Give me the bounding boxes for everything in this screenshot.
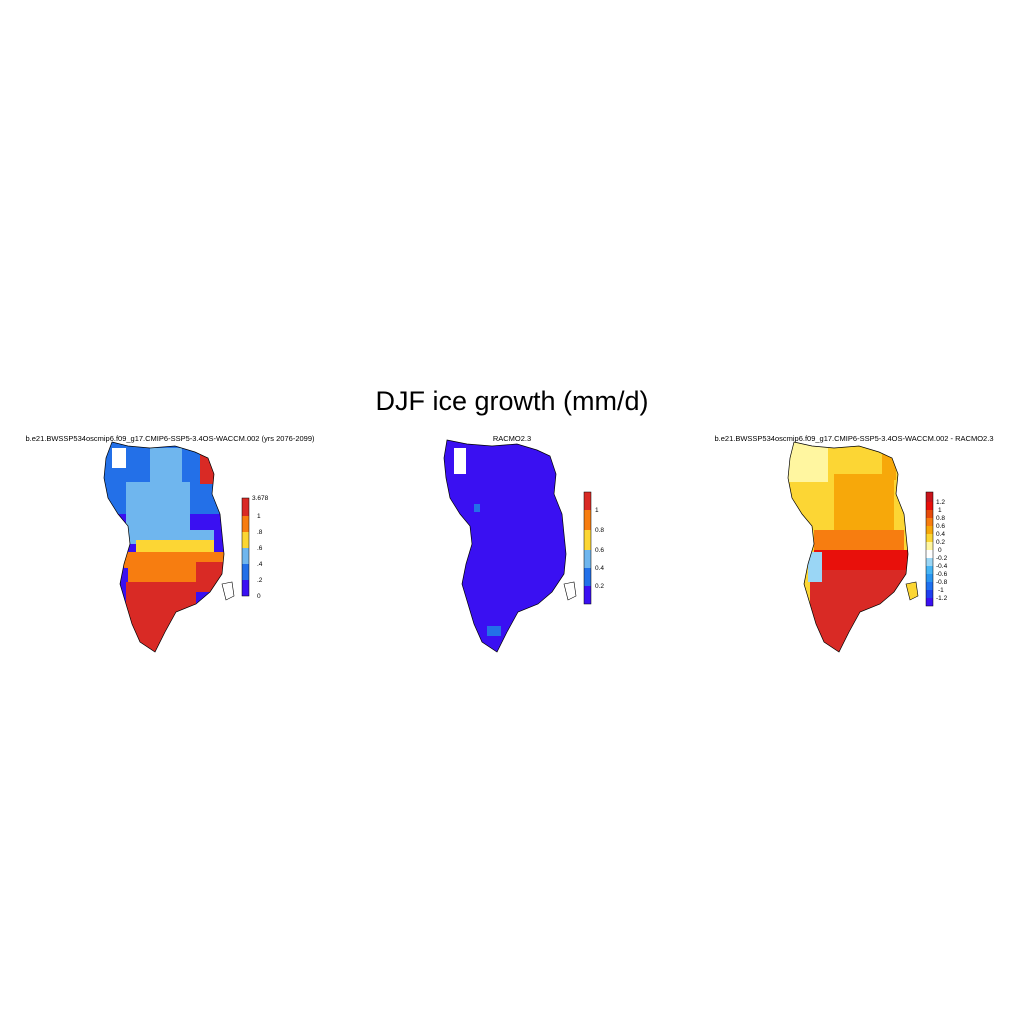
colorbar-label: 1 [257,513,261,520]
colorbar-swatch [584,530,591,550]
colorbar-swatch [242,516,249,532]
colorbar-swatch [926,590,933,598]
colorbar-swatch [926,534,933,542]
colorbar-label: -0.6 [936,571,948,578]
colorbar-label: 0.8 [595,527,604,534]
colorbar-swatch [242,532,249,548]
colorbar-swatch [926,574,933,582]
colorbar-swatch [926,542,933,550]
colorbar-swatch [584,568,591,586]
colorbar-label: 1.2 [936,499,945,506]
colorbar-swatch [242,548,249,564]
colorbar-swatch [926,558,933,566]
colorbar-label: 0.4 [595,565,604,572]
colorbar-label: -0.4 [936,563,948,570]
colorbar-swatch [584,510,591,530]
colorbar-swatch [584,550,591,568]
colorbar-swatch [242,564,249,580]
colorbar-label: -1 [938,587,944,594]
colorbar-swatch [242,580,249,596]
colorbar-swatch [926,582,933,590]
colorbar-label: 0.2 [595,583,604,590]
colorbar-label: 0 [938,547,942,554]
colorbar-swatch [926,518,933,526]
map-model: 0 .2 .4 .6 .8 1 3.678 [103,441,269,653]
panel-title: RACMO2.3 [492,434,532,443]
colorbar-swatch [926,502,933,510]
map-difference: -1.2 -1 -0.8 -0.6 -0.4 -0.2 0 0.2 0.4 0.… [787,441,948,653]
colorbar-label: .2 [257,577,263,584]
colorbar-label: .8 [257,529,263,536]
map-racmo: 0.2 0.4 0.6 0.8 1 [443,439,604,653]
colorbar-swatch [926,492,933,502]
colorbar-label: -0.8 [936,579,948,586]
colorbar-label: -1.2 [936,595,948,602]
colorbar: -1.2 -1 -0.8 -0.6 -0.4 -0.2 0 0.2 0.4 0.… [925,491,948,607]
colorbar-label: 1 [595,507,599,514]
colorbar: 0.2 0.4 0.6 0.8 1 [583,491,604,605]
colorbar-label: -0.2 [936,555,948,562]
colorbar-swatch [926,526,933,534]
colorbar-label: .6 [257,545,263,552]
colorbar-swatch [584,586,591,604]
panel-title: b.e21.BWSSP534oscmip6.f09_g17.CMIP6-SSP5… [714,434,994,443]
colorbar-swatch [242,498,249,516]
colorbar-swatch [926,510,933,518]
colorbar-label: .4 [257,561,263,568]
figure-title: DJF ice growth (mm/d) [375,386,649,416]
panel-title: b.e21.BWSSP534oscmip6.f09_g17.CMIP6-SSP5… [25,434,315,443]
panel-racmo: RACMO2.3 0.2 0.4 0.6 0.8 1 [342,434,682,659]
colorbar-label: 0 [257,593,261,600]
colorbar-label: 0.8 [936,515,945,522]
colorbar-label: 0.6 [595,547,604,554]
colorbar-label: 0.2 [936,539,945,546]
colorbar-label: 0.6 [936,523,945,530]
colorbar-swatch [926,550,933,558]
colorbar-label: 0.4 [936,531,945,538]
colorbar-swatch [926,598,933,606]
colorbar-swatch [584,492,591,510]
panel-difference: b.e21.BWSSP534oscmip6.f09_g17.CMIP6-SSP5… [684,434,1024,659]
colorbar-swatch [926,566,933,574]
colorbar: 0 .2 .4 .6 .8 1 3.678 [241,495,269,600]
panel-model: b.e21.BWSSP534oscmip6.f09_g17.CMIP6-SSP5… [0,434,340,659]
colorbar-label: 3.678 [252,495,269,502]
colorbar-label: 1 [938,507,942,514]
